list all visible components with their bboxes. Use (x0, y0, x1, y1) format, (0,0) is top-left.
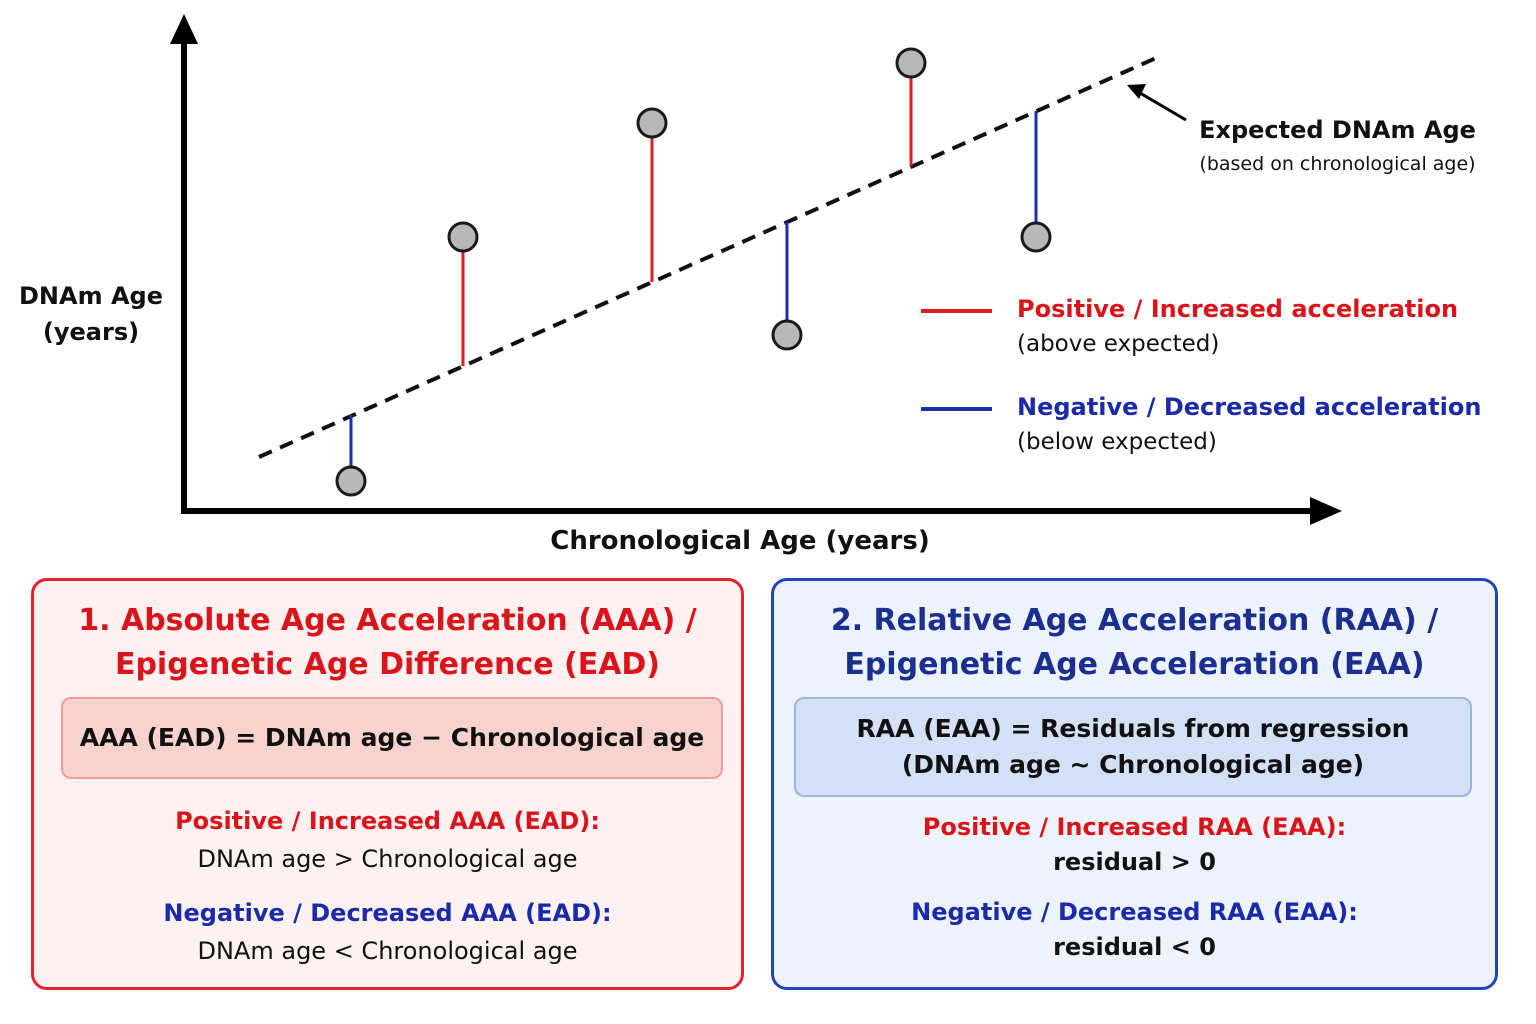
data-point (636, 107, 668, 139)
aaa-positive-text: DNAm age > Chronological age (197, 845, 578, 873)
raa-title-line1: 2. Relative Age Acceleration (RAA) / (830, 603, 1439, 638)
y-axis-label-line2: (years) (42, 318, 140, 346)
x-axis-arrow (1310, 497, 1342, 525)
aaa-negative-label: Negative / Decreased AAA (EAD): (163, 899, 612, 927)
expected-dnam-age-line (258, 56, 1157, 459)
aaa-title-line2: Epigenetic Age Difference (EAD) (114, 647, 661, 682)
aaa-panel: 1. Absolute Age Acceleration (AAA) / Epi… (31, 578, 744, 990)
expected-line-label: Expected DNAm Age (1199, 116, 1476, 144)
legend-positive-sub: (above expected) (1017, 331, 1220, 357)
aaa-formula-box: AAA (EAD) = DNAm age − Chronological age (61, 697, 723, 779)
legend-positive-title: Positive / Increased acceleration (1017, 295, 1459, 323)
expected-line-sublabel: (based on chronological age) (1199, 153, 1476, 175)
aaa-negative-text: DNAm age < Chronological age (197, 937, 578, 965)
expected-pointer-line (1139, 91, 1187, 122)
aaa-panel-title: 1. Absolute Age Acceleration (AAA) / Epi… (34, 599, 741, 687)
data-point (447, 221, 479, 253)
raa-panel: 2. Relative Age Acceleration (RAA) / Epi… (771, 578, 1498, 990)
raa-positive-text: residual > 0 (1053, 848, 1216, 876)
raa-formula-box: RAA (EAA) = Residuals from regression (D… (794, 697, 1472, 797)
x-axis-label: Chronological Age (years) (550, 526, 930, 556)
aaa-formula: AAA (EAD) = DNAm age − Chronological age (79, 723, 705, 752)
aaa-title-line1: 1. Absolute Age Acceleration (AAA) / (78, 603, 697, 638)
expected-pointer-arrowhead (1127, 84, 1146, 99)
y-axis-label: DNAm Age (years) (0, 278, 182, 350)
raa-negative-label: Negative / Decreased RAA (EAA): (911, 898, 1358, 926)
data-point (895, 47, 927, 79)
aaa-positive-label: Positive / Increased AAA (EAD): (175, 807, 600, 835)
raa-title-line2: Epigenetic Age Acceleration (EAA) (844, 647, 1425, 682)
raa-formula-line1: RAA (EAA) = Residuals from regression (856, 714, 1410, 743)
y-axis-label-line1: DNAm Age (19, 282, 163, 310)
data-point (1020, 221, 1052, 253)
legend-negative-sub: (below expected) (1017, 429, 1217, 455)
data-point (335, 465, 367, 497)
raa-positive-label: Positive / Increased RAA (EAA): (922, 813, 1347, 841)
data-point (771, 319, 803, 351)
raa-formula-line2: (DNAm age ~ Chronological age) (901, 750, 1365, 779)
raa-panel-title: 2. Relative Age Acceleration (RAA) / Epi… (774, 599, 1495, 687)
y-axis-arrow (170, 14, 198, 44)
age-acceleration-plot (170, 14, 1342, 525)
legend-negative-title: Negative / Decreased acceleration (1017, 393, 1482, 421)
raa-negative-text: residual < 0 (1053, 933, 1216, 961)
